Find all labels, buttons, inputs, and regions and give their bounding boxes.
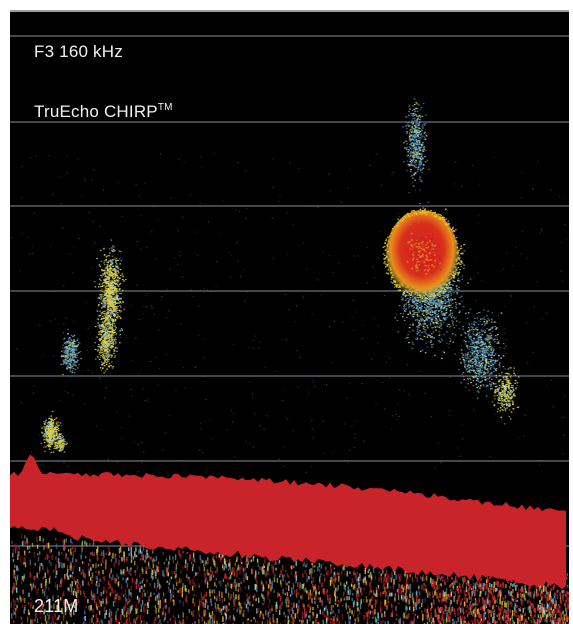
frequency-label: F3 160 kHz bbox=[34, 42, 123, 61]
seabed-echo-layer bbox=[10, 454, 569, 624]
depth-range-label: 211M bbox=[34, 596, 79, 616]
trademark-superscript: TM bbox=[157, 102, 173, 113]
fish-echo-layer bbox=[11, 98, 569, 473]
sonar-echogram-display: F3 160 kHz TruEcho CHIRPTM 211M bbox=[10, 10, 569, 624]
echogram-canvas bbox=[10, 35, 569, 624]
depth-grid-lines bbox=[10, 35, 569, 547]
mode-label: TruEcho CHIRPTM bbox=[34, 102, 173, 121]
seabed-band bbox=[10, 454, 566, 590]
